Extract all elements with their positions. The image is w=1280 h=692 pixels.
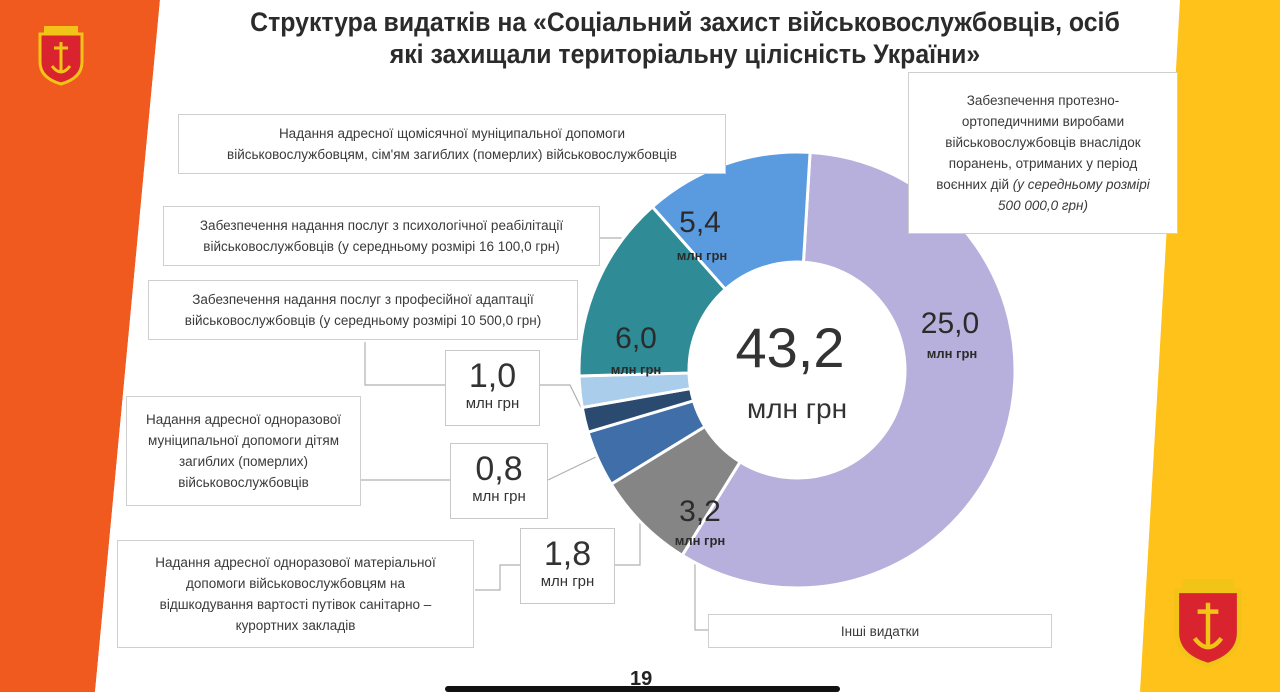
callout-prosthetics-line5b: (у середньому розмірі — [1009, 177, 1150, 192]
slice-unit-psych: млн грн — [611, 362, 662, 377]
value-box-resort: 1,8 млн грн — [520, 528, 615, 604]
donut-hole — [689, 262, 905, 478]
city-emblem-icon — [38, 26, 84, 86]
left-orange-band — [0, 0, 160, 692]
slice-value-monthly: 5,4 — [679, 206, 721, 239]
title-line-1: Структура видатків на «Соціальний захист… — [250, 7, 1120, 37]
callout-prosthetics-line1: Забезпечення протезно- — [966, 93, 1120, 108]
city-emblem-large-icon — [1174, 579, 1242, 668]
value-box-prof-value: 1,0 — [468, 357, 517, 395]
callout-children-line3: загиблих (померлих) — [178, 454, 309, 469]
callout-resort-line1: Надання адресної одноразової матеріально… — [155, 555, 436, 570]
value-box-resort-unit: млн грн — [540, 573, 595, 590]
slice-unit-monthly: млн грн — [677, 248, 728, 263]
callout-monthly-line1: Надання адресної щомісячної муніципально… — [278, 126, 626, 141]
callout-prosthetics: Забезпечення протезно- ортопедичними вир… — [908, 72, 1178, 234]
value-box-resort-value: 1,8 — [543, 535, 592, 573]
value-box-prof: 1,0 млн грн — [445, 350, 540, 426]
callout-prof: Забезпечення надання послуг з професійно… — [148, 280, 578, 340]
callout-monthly-line2: військовослужбовцям, сім'ям загиблих (по… — [227, 147, 677, 162]
callout-prosthetics-line5a: воєнних дій — [936, 177, 1010, 192]
slide-title: Структура видатків на «Соціальний захист… — [230, 6, 1141, 70]
callout-other-label: Інші видатки — [840, 623, 920, 639]
callout-resort: Надання адресної одноразової матеріально… — [117, 540, 474, 648]
page-number: 19 — [630, 668, 653, 690]
callout-other: Інші видатки — [708, 614, 1052, 648]
callout-prof-line2: військовослужбовців (у середньому розмір… — [184, 313, 542, 328]
callout-resort-line3: відшкодування вартості путівок санітарно… — [159, 597, 432, 612]
callout-prof-line1: Забезпечення надання послуг з професійно… — [192, 292, 534, 307]
callout-prosthetics-line4: поранень, отриманих у період — [948, 156, 1138, 171]
total-unit: млн грн — [747, 393, 847, 424]
callout-resort-line2: допомоги військовослужбовцям на — [186, 576, 405, 591]
slice-value-psych: 6,0 — [615, 322, 657, 355]
callout-prosthetics-line3: військовослужбовців внаслідок — [945, 135, 1141, 150]
callout-psych: Забезпечення надання послуг з психологіч… — [163, 206, 600, 266]
callout-resort-line4: курортних закладів — [235, 618, 356, 633]
callout-monthly: Надання адресної щомісячної муніципально… — [178, 114, 726, 174]
bottom-bar — [445, 686, 840, 692]
slice-value-prosthetics: 25,0 — [921, 307, 979, 340]
slice-value-other: 3,2 — [679, 495, 721, 528]
callout-prosthetics-line6: 500 000,0 грн) — [998, 198, 1088, 213]
slice-unit-other: млн грн — [675, 533, 726, 548]
callout-prosthetics-line5: воєнних дій (у середньому розмірі — [936, 174, 1150, 195]
value-box-children-unit: млн грн — [472, 488, 526, 505]
slice-unit-prosthetics: млн грн — [927, 346, 978, 361]
title-line-2: які захищали територіальну цілісність Ук… — [389, 39, 981, 69]
callout-children-line4: військовослужбовців — [178, 475, 309, 490]
value-box-prof-unit: млн грн — [465, 395, 520, 412]
callout-children: Надання адресної одноразової муніципальн… — [126, 396, 361, 506]
total-value: 43,2 — [736, 316, 845, 379]
callout-children-line2: муніципальної допомоги дітям — [148, 433, 339, 448]
callout-psych-line2: військовослужбовців (у середньому розмір… — [203, 239, 560, 254]
callout-children-line1: Надання адресної одноразової — [146, 412, 341, 427]
value-box-children: 0,8 млн грн — [450, 443, 548, 519]
value-box-children-value: 0,8 — [475, 450, 523, 488]
callout-prosthetics-line2: ортопедичними виробами — [961, 114, 1125, 129]
callout-psych-line1: Забезпечення надання послуг з психологіч… — [199, 218, 564, 233]
